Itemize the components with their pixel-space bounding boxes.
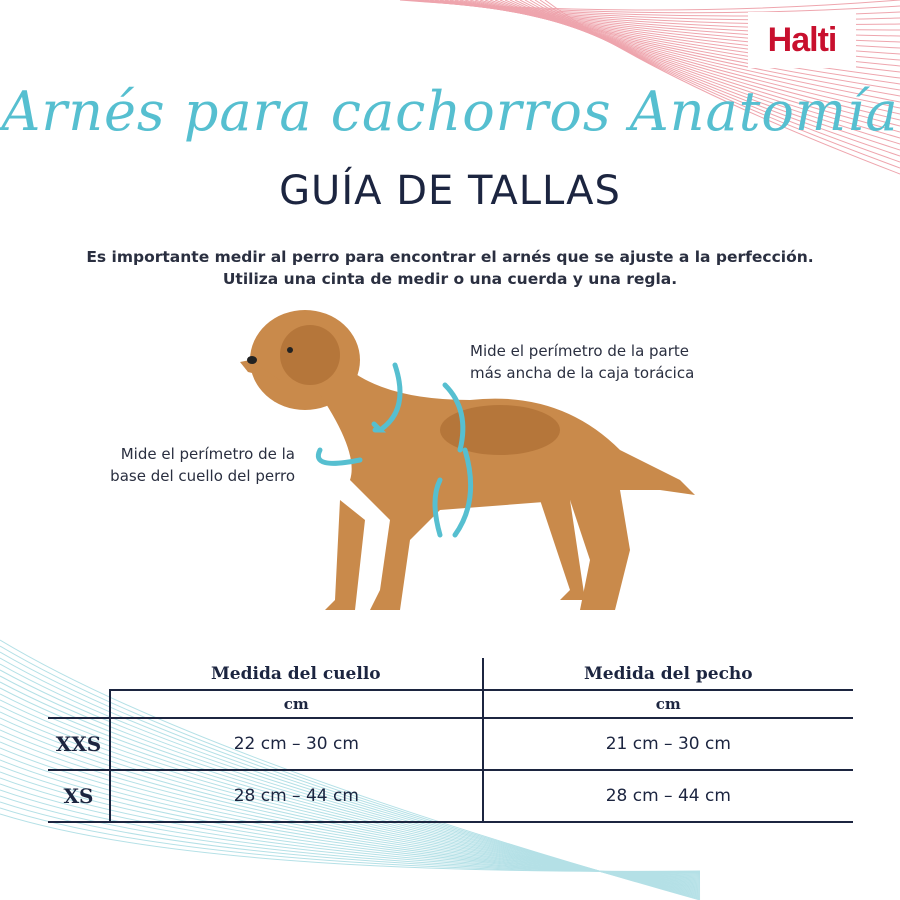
neck-value: 22 cm – 30 cm (110, 718, 484, 770)
size-label: XS (48, 770, 111, 822)
chest-note-line-1: Mide el perímetro de la parte (470, 342, 690, 360)
neck-measure-note: Mide el perímetro de la base del cuello … (90, 443, 295, 487)
empty-cell (48, 690, 111, 718)
unit-chest: cm (655, 695, 681, 713)
unit-neck: cm (110, 690, 484, 718)
table-header-row: Medida del cuello Medida del pecho (48, 658, 853, 691)
empty-corner (48, 658, 110, 690)
size-table: Medida del cuello Medida del pecho cm cm… (48, 658, 853, 823)
table-row: XXS 22 cm – 30 cm 21 cm – 30 cm (48, 718, 853, 770)
table-row: XS 28 cm – 44 cm 28 cm – 44 cm (48, 770, 853, 822)
header-neck: Medida del cuello (110, 658, 484, 691)
chest-value: 21 cm – 30 cm (605, 734, 731, 754)
table-units-row: cm cm (48, 690, 853, 718)
page-title: GUÍA DE TALLAS (279, 168, 621, 214)
chest-value: 28 cm – 44 cm (605, 786, 731, 806)
intro-line-2: Utiliza una cinta de medir o una cuerda … (222, 270, 678, 288)
size-label: XXS (48, 718, 111, 770)
intro-line-1: Es importante medir al perro para encont… (86, 248, 814, 266)
header-chest: Medida del pecho (482, 658, 853, 691)
neck-note-line-2: base del cuello del perro (110, 467, 295, 485)
neck-value: 28 cm – 44 cm (110, 770, 484, 822)
intro-text: Es importante medir al perro para encont… (0, 246, 900, 290)
chest-measure-note: Mide el perímetro de la parte más ancha … (470, 340, 694, 384)
halti-logo: Halti (748, 12, 856, 68)
neck-note-line-1: Mide el perímetro de la (120, 445, 295, 463)
dog-illustration (240, 310, 695, 610)
chest-note-line-2: más ancha de la caja torácica (470, 364, 695, 382)
script-title: Arnés para cachorros Anatomía (1, 80, 899, 143)
measure-arrows (315, 362, 474, 538)
